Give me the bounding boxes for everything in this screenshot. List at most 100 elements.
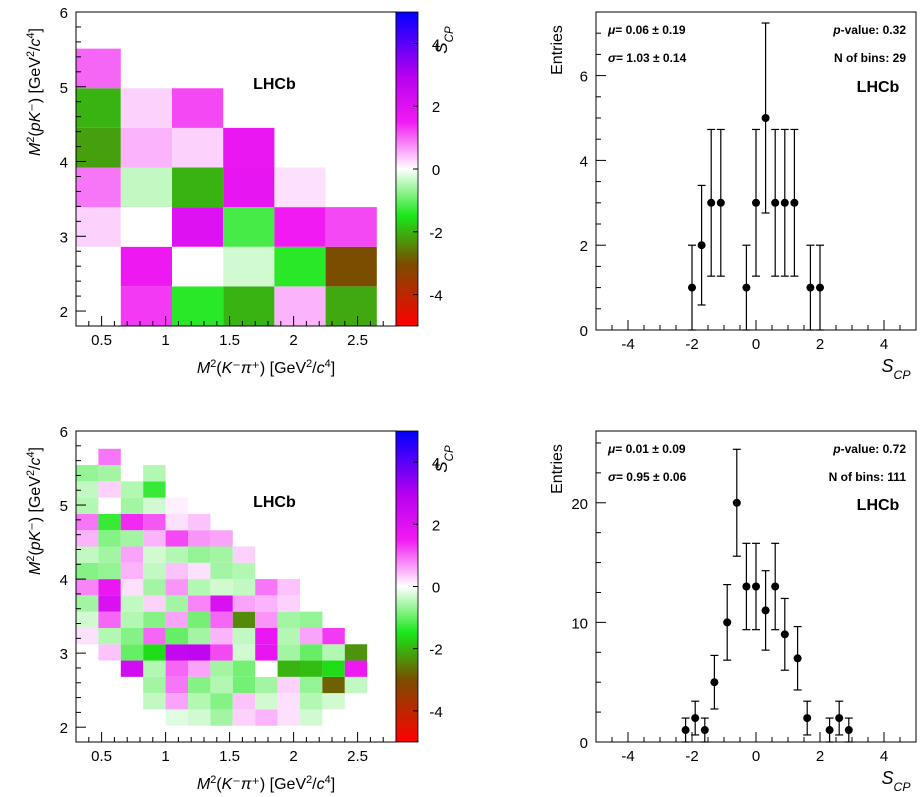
heatmap-cell [232, 709, 256, 726]
heatmap-cell [143, 595, 166, 612]
data-point [806, 283, 815, 292]
heatmap-cell [76, 546, 99, 563]
heatmap-cell [277, 693, 300, 710]
x-tick-label: -4 [621, 336, 634, 353]
heatmap-cell [165, 497, 188, 514]
heatmap-cell [143, 660, 166, 677]
y-tick-label: 3 [60, 229, 68, 246]
heatmap-cell [188, 562, 211, 580]
heatmap-cell [232, 627, 256, 645]
colorbar-tick-label: -4 [429, 288, 442, 305]
lhcb-label: LHCb [253, 494, 296, 511]
heatmap-cell [274, 286, 326, 326]
heatmap-cell [98, 595, 121, 612]
heatmap-panel-top: 0.5 1 1.5 2 2.5 2 3 4 5 6 LHCb M2(K⁻π⁺) [GeV2/c4] M2… [25, 5, 456, 377]
lhcb-label: LHCb [857, 497, 900, 514]
heatmap-cell [120, 530, 144, 547]
y-tick-label: 5 [60, 80, 68, 97]
heatmap-cell [223, 167, 275, 208]
heatmap-cell [255, 611, 278, 628]
heatmap-cell [300, 693, 323, 710]
data-point [681, 726, 690, 735]
heatmap-cell [98, 497, 121, 514]
heatmap-cell [76, 127, 121, 168]
lhcb-label: LHCb [857, 79, 900, 96]
heatmap-cell [120, 246, 172, 287]
heatmap-cell [210, 611, 233, 628]
heatmap-cell [232, 660, 256, 677]
data-point [688, 283, 696, 292]
heatmap-cell [277, 660, 300, 677]
heatmap-cell [98, 448, 121, 466]
heatmap-cell [325, 207, 377, 247]
heatmap-cell [172, 127, 224, 168]
heatmap-cell [188, 676, 211, 694]
x-tick-label: 2 [289, 332, 297, 349]
heatmap-cell [98, 644, 121, 661]
heatmap-cell [188, 627, 211, 645]
colorbar-title: SCP [432, 445, 456, 473]
y-tick-label: 3 [60, 646, 68, 663]
heatmap-cell [322, 660, 345, 677]
heatmap-cell [120, 513, 144, 531]
x-axis-title: SCP [881, 356, 911, 382]
data-point [707, 198, 716, 207]
y-tick-label: 2 [580, 238, 588, 255]
x-tick-label: 4 [880, 336, 888, 353]
heatmap-cell [98, 481, 121, 498]
y-tick-label: 2 [60, 720, 68, 737]
heatmap-cell [76, 465, 99, 482]
y-axis-title: M2(pK⁻) [GeV2/c4] [25, 28, 44, 156]
heatmap-cell [76, 562, 99, 580]
heatmap-cell [325, 286, 377, 326]
heatmap-cell [143, 465, 166, 482]
heatmap-cell [120, 595, 144, 612]
heatmap-cell [210, 546, 233, 563]
heatmap-cell [143, 530, 166, 547]
y-axis-title: M2(pK⁻) [GeV2/c4] [25, 447, 44, 575]
heatmap-cells [76, 448, 368, 726]
heatmap-cell [277, 676, 300, 694]
heatmap-cell [120, 88, 172, 128]
heatmap-cell [76, 513, 99, 531]
stat-pvalue: p-value: 0.32 [832, 23, 906, 37]
heatmap-cell [223, 207, 275, 247]
heatmap-cell [165, 595, 188, 612]
x-tick-label: 1 [161, 332, 169, 349]
data-point [732, 498, 741, 507]
y-tick-label: 6 [60, 424, 68, 441]
stat-nbins: N of bins: 111 [829, 470, 907, 484]
heatmap-cell [120, 627, 144, 645]
heatmap-cell [172, 207, 224, 247]
heatmap-cell [325, 246, 377, 287]
x-axis-title: M2(K⁻π⁺) [GeV2/c4] [197, 358, 335, 377]
stat-pvalue: p-value: 0.72 [832, 442, 906, 456]
histogram-panel-top: -4 -2 0 2 4 0 2 4 6 μ= 0.06 ± 0.19 σ= 1.03 ± 0.14 p… [549, 11, 917, 382]
data-point [742, 582, 751, 591]
heatmap-cell [143, 644, 166, 661]
heatmap-cell [76, 595, 99, 612]
heatmap-cell [210, 660, 233, 677]
stat-nbins: N of bins: 29 [834, 51, 906, 65]
heatmap-cell [143, 481, 166, 498]
y-tick-label: 4 [60, 155, 68, 172]
data-point [780, 198, 789, 207]
heatmap-cell [223, 286, 275, 326]
y-tick-label: 5 [60, 498, 68, 515]
heatmap-cell [232, 546, 256, 563]
heatmap-cell [188, 660, 211, 677]
heatmap-cell [172, 167, 224, 208]
heatmap-cell [188, 644, 211, 661]
heatmap-cell [322, 693, 345, 710]
x-tick-label: 2.5 [347, 748, 368, 765]
y-tick-label: 4 [580, 153, 588, 170]
heatmap-cell [143, 562, 166, 580]
heatmap-cell [300, 709, 323, 726]
data-point [761, 606, 770, 615]
data-point [803, 714, 812, 723]
heatmap-cell [210, 530, 233, 547]
heatmap-cell [76, 88, 121, 128]
heatmap-cell [143, 676, 166, 694]
colorbar-tick-label: -2 [429, 642, 442, 659]
